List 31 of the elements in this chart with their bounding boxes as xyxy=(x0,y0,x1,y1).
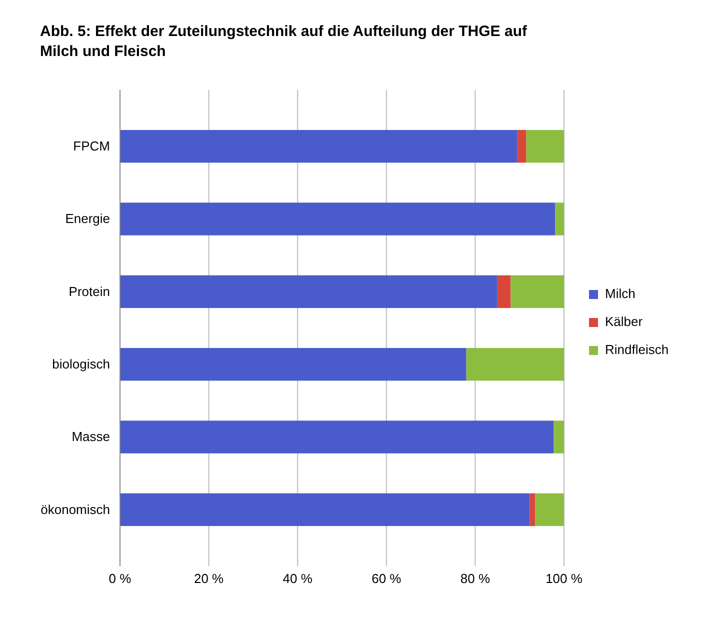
bar xyxy=(120,420,554,454)
y-tick-label: Energie xyxy=(65,211,110,226)
bar xyxy=(530,493,536,526)
bar xyxy=(526,130,564,163)
bar xyxy=(466,348,564,381)
bar xyxy=(517,130,526,163)
y-tick-label: ökonomisch xyxy=(40,502,110,517)
x-tick-label: 20 % xyxy=(194,571,224,586)
y-tick-label: FPCM xyxy=(73,138,110,154)
x-tick-label: 0 % xyxy=(108,571,132,586)
bar xyxy=(120,130,518,163)
legend-label: Kälber xyxy=(605,314,644,329)
bar xyxy=(120,202,556,236)
legend-label: Rindfleisch xyxy=(605,342,669,357)
bar xyxy=(120,348,466,381)
y-tick-label: biologisch xyxy=(52,356,110,372)
bar xyxy=(555,202,564,236)
x-tick-label: 60 % xyxy=(372,571,402,586)
bar xyxy=(535,493,564,526)
chart-title: Abb. 5: Effekt der Zuteilungstechnik auf die Aufteilung der THGE auf Milch und Fleisch xyxy=(40,23,528,60)
bar xyxy=(554,420,564,454)
x-tick-label: 40 % xyxy=(282,571,313,586)
bar xyxy=(120,493,530,526)
x-tick-label: 80 % xyxy=(460,571,490,586)
legend-label: Milch xyxy=(605,286,636,301)
bar xyxy=(510,275,564,308)
bar xyxy=(497,275,511,308)
x-tick-label: 100 % xyxy=(546,571,583,586)
y-tick-label: Protein xyxy=(68,284,110,299)
y-tick-label: Masse xyxy=(72,429,110,444)
bar xyxy=(120,275,498,308)
